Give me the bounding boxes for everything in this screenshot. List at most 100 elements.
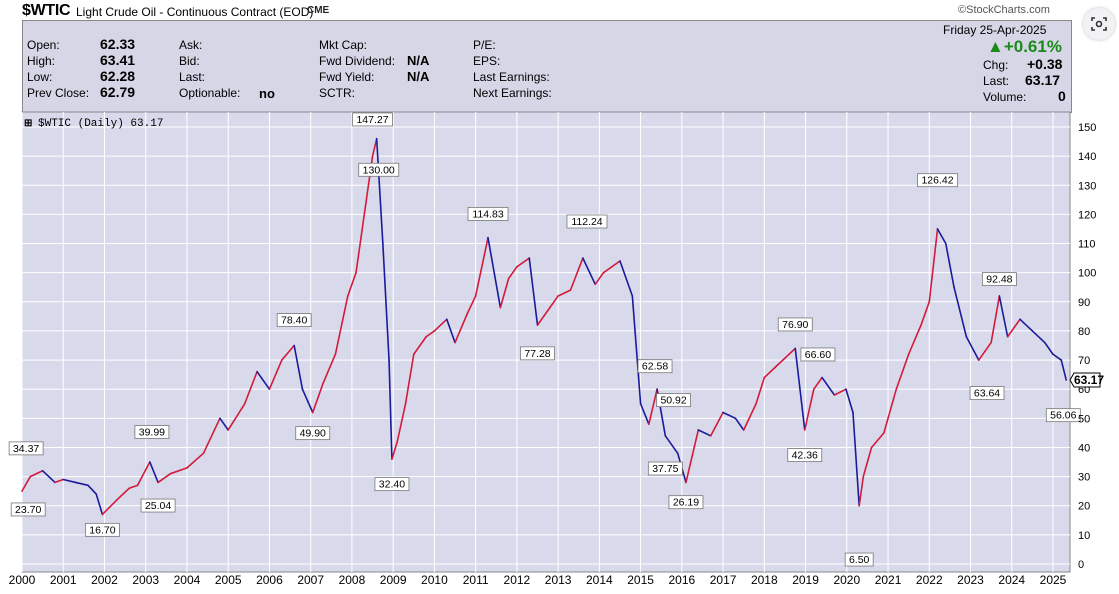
- next-earnings-label: Next Earnings:: [473, 86, 552, 100]
- annotation-label: 56.06: [1050, 410, 1076, 422]
- annotation-box: [352, 112, 393, 127]
- x-tick-label: 2018: [751, 573, 778, 587]
- x-tick-label: 2022: [916, 573, 943, 587]
- annotation-box: [844, 552, 874, 567]
- price-segment: [322, 353, 337, 385]
- x-tick-label: 2014: [586, 573, 613, 587]
- price-segment: [619, 260, 634, 297]
- y-tick-label: 50: [1078, 413, 1090, 425]
- price-segment: [412, 335, 427, 356]
- price-segment: [582, 257, 597, 286]
- annotation-label: 62.58: [642, 361, 668, 373]
- price-segment: [557, 289, 572, 297]
- price-segment: [404, 353, 415, 405]
- chart-title-bar: $WTIC Light Crude Oil - Continuous Contr…: [0, 0, 1076, 20]
- x-tick-label: 2005: [215, 573, 242, 587]
- annotation-label: 26.19: [673, 497, 699, 509]
- prevclose-label: Prev Close:: [27, 86, 90, 100]
- annotation-box: [647, 461, 683, 476]
- x-tick-label: 2000: [9, 573, 36, 587]
- x-axis: 2000 2001 2002 2003 2004 2005 2006 2007 2008 2009…: [9, 573, 1067, 587]
- price-segment: [794, 347, 806, 431]
- price-segment: [388, 359, 393, 460]
- x-tick-label: 2011: [463, 573, 489, 587]
- chart-grid: [21, 112, 1070, 572]
- y-tick-label: 150: [1078, 122, 1096, 134]
- price-segment: [243, 370, 258, 405]
- x-tick-label: 2003: [132, 573, 159, 587]
- price-segment: [549, 295, 559, 309]
- annotation-box: [777, 317, 813, 332]
- plot-background: [21, 111, 1071, 573]
- last-price-tag-label: 63.17: [1074, 373, 1104, 387]
- price-segment: [128, 484, 139, 490]
- price-segment: [186, 452, 205, 469]
- last-label: Last:: [179, 70, 206, 84]
- price-segment: [852, 411, 860, 507]
- annotation-label: 66.60: [805, 349, 831, 361]
- y-tick-label: 110: [1078, 239, 1096, 251]
- y-tick-label: 140: [1078, 151, 1096, 163]
- price-segment: [883, 388, 898, 434]
- high-label: High:: [27, 54, 56, 68]
- annotation-box: [981, 272, 1017, 286]
- annotation-label: 77.28: [524, 348, 550, 360]
- x-tick-label: 2001: [50, 573, 77, 587]
- price-segment: [990, 295, 1001, 344]
- price-segment: [311, 382, 324, 414]
- x-tick-label: 2019: [792, 573, 819, 587]
- price-segment: [907, 324, 922, 356]
- x-tick-label: 2017: [710, 573, 737, 587]
- annotation-label: 49.90: [300, 428, 326, 440]
- price-segment: [507, 266, 518, 280]
- x-tick-label: 2006: [256, 573, 283, 587]
- last-earnings-label: Last Earnings:: [473, 70, 550, 84]
- price-segment: [445, 318, 456, 344]
- chg-label: Chg:: [983, 58, 1009, 72]
- annotation-box: [520, 346, 555, 361]
- brand-watermark: ©StockCharts.com: [958, 4, 1050, 16]
- prevclose-value: 62.79: [100, 84, 136, 100]
- annotation-label: 78.40: [281, 315, 307, 327]
- camera-focus-icon: [1091, 17, 1107, 31]
- annotation-box: [1045, 408, 1081, 423]
- price-segment: [1060, 359, 1067, 381]
- price-segment: [1043, 341, 1054, 356]
- last-price-tag: [1069, 372, 1101, 388]
- annotation-label: 32.40: [379, 479, 405, 491]
- annotation-label: 25.04: [145, 500, 171, 512]
- price-segment: [256, 370, 271, 391]
- price-segment: [821, 376, 836, 396]
- plot-area: [21, 111, 1071, 573]
- price-segment: [382, 242, 390, 361]
- annotation-label: 130.00: [363, 164, 395, 176]
- price-segment: [536, 306, 551, 326]
- price-segment: [862, 446, 873, 478]
- x-tick-label: 2002: [91, 573, 118, 587]
- price-segment: [594, 271, 605, 286]
- price-segment: [895, 353, 910, 391]
- price-segment: [998, 295, 1009, 338]
- low-value: 62.28: [100, 68, 136, 84]
- annotation-box: [10, 502, 46, 517]
- screenshot-capture-button[interactable]: [1083, 8, 1115, 40]
- annotation-box: [969, 386, 1005, 400]
- price-segment: [845, 388, 854, 414]
- price-segment: [487, 236, 502, 309]
- price-segment: [87, 484, 98, 495]
- price-segment: [474, 236, 489, 297]
- price-segment: [499, 277, 510, 309]
- annotation-box: [656, 393, 691, 408]
- annotation-label: 6.50: [849, 554, 870, 566]
- x-tick-label: 2024: [998, 573, 1025, 587]
- price-series: [21, 137, 1067, 516]
- eps-label: EPS:: [473, 54, 501, 68]
- price-segment: [953, 286, 968, 338]
- price-segment: [664, 435, 679, 455]
- y-tick-label: 10: [1078, 530, 1090, 542]
- price-segment: [281, 344, 295, 361]
- y-tick-label: 100: [1078, 268, 1096, 280]
- price-segment: [920, 300, 931, 326]
- price-segment: [54, 478, 65, 484]
- annotation-box: [85, 522, 120, 537]
